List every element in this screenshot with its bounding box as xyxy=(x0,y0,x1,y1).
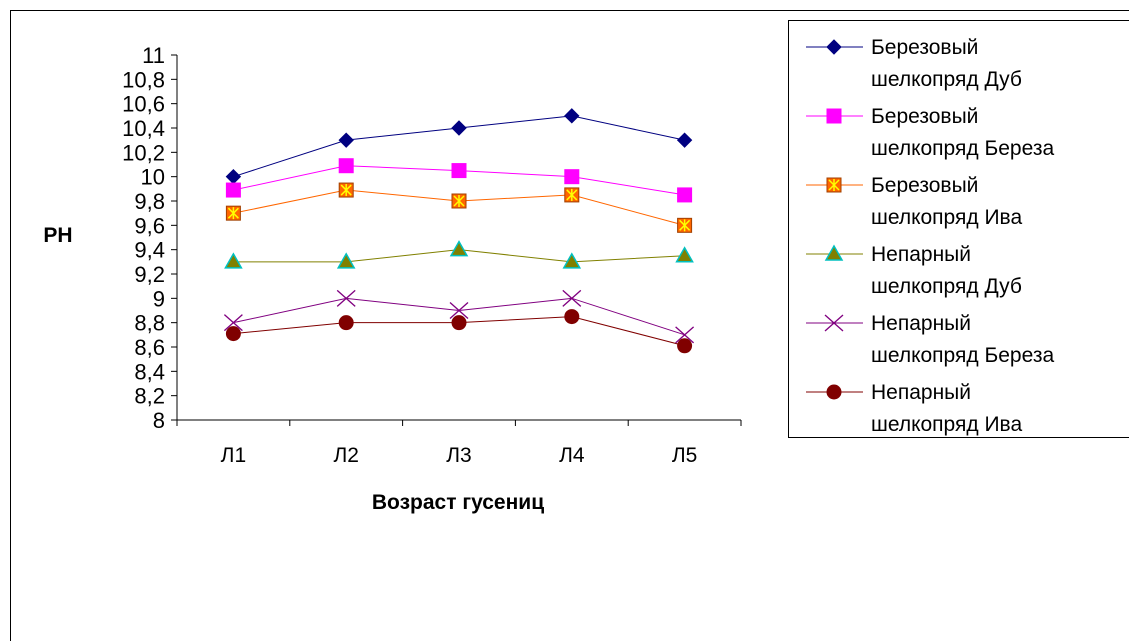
legend-marker xyxy=(826,39,842,55)
y-tick-label: 9,2 xyxy=(134,262,165,287)
legend-marker xyxy=(826,177,842,193)
y-tick-label: 9,8 xyxy=(134,189,165,214)
data-point xyxy=(338,132,354,148)
data-point xyxy=(564,108,580,124)
legend-label-line1: Непарный xyxy=(871,312,971,335)
data-point xyxy=(564,187,580,203)
x-tick-label: Л1 xyxy=(221,444,246,467)
data-point xyxy=(224,252,243,269)
data-point xyxy=(225,326,241,342)
legend-item: Непарный шелкопряд Дуб xyxy=(806,243,1022,298)
y-tick-label: 9 xyxy=(153,286,165,311)
series-5 xyxy=(223,289,695,344)
legend-label-line1: Березовый xyxy=(871,174,978,197)
y-tick-label: 8,2 xyxy=(134,384,165,409)
y-tick-label: 10,4 xyxy=(122,116,165,141)
y-axis-title: PH xyxy=(43,224,72,247)
y-tick-label: 10,2 xyxy=(122,140,165,165)
data-point xyxy=(564,309,580,325)
y-tick-label: 10 xyxy=(141,165,165,190)
legend-marker xyxy=(824,314,844,332)
data-point xyxy=(451,163,467,179)
legend-marker xyxy=(826,108,842,124)
data-point xyxy=(223,314,243,332)
y-tick-label: 9,6 xyxy=(134,213,165,238)
legend-item: Березовый шелкопряд Ива xyxy=(806,174,1022,229)
y-tick-label: 8 xyxy=(153,408,165,433)
legend-label-line1: Березовый xyxy=(871,36,978,59)
data-point xyxy=(336,289,356,307)
legend-label-line2: шелкопряд Береза xyxy=(871,344,1054,367)
series-6 xyxy=(225,309,693,354)
y-tick-label: 8,4 xyxy=(134,359,165,384)
legend-label-line1: Березовый xyxy=(871,105,978,128)
data-point xyxy=(562,289,582,307)
data-point xyxy=(451,193,467,209)
data-point xyxy=(676,132,693,148)
data-point xyxy=(677,217,693,233)
x-tick-label: Л4 xyxy=(559,444,585,467)
data-point xyxy=(338,182,354,198)
x-tick-label: Л3 xyxy=(446,444,471,467)
data-point xyxy=(338,315,354,331)
legend-item: Березовый шелкопряд Береза xyxy=(806,105,1054,160)
data-point xyxy=(451,315,467,331)
legend-item: Непарный шелкопряд Береза xyxy=(806,312,1054,367)
data-point xyxy=(675,326,695,344)
legend-marker xyxy=(824,244,844,261)
series-layer xyxy=(223,108,695,354)
data-point xyxy=(449,240,469,257)
data-point xyxy=(562,252,582,269)
data-point xyxy=(675,246,694,263)
y-tick-label: 8,6 xyxy=(134,335,165,360)
y-tick-label: 8,8 xyxy=(134,311,165,336)
data-point xyxy=(225,205,241,221)
axes: 88,28,48,68,899,29,49,69,81010,210,410,6… xyxy=(122,43,742,467)
data-point xyxy=(677,187,693,203)
legend-label-line1: Непарный xyxy=(871,243,971,266)
series-4 xyxy=(224,240,694,269)
legend-label-line2: шелкопряд Дуб xyxy=(871,275,1022,298)
legend-label-line2: шелкопряд Ива xyxy=(871,413,1022,436)
x-tick-label: Л5 xyxy=(672,444,697,467)
series-1 xyxy=(225,108,693,185)
series-3 xyxy=(225,182,693,233)
data-point xyxy=(449,302,469,319)
legend-label-line1: Непарный xyxy=(871,381,971,404)
y-tick-label: 10,8 xyxy=(122,67,165,92)
data-point xyxy=(336,252,356,269)
data-point xyxy=(564,169,580,185)
x-axis-title: Возраст гусениц xyxy=(372,491,544,514)
legend-box xyxy=(788,20,1129,438)
y-tick-label: 11 xyxy=(142,43,165,68)
data-point xyxy=(225,182,241,198)
y-tick-label: 10,6 xyxy=(122,92,165,117)
data-point xyxy=(677,338,693,354)
y-tick-label: 9,4 xyxy=(134,238,165,263)
legend-label-line2: шелкопряд Ива xyxy=(871,206,1022,229)
x-tick-label: Л2 xyxy=(333,444,358,467)
series-2 xyxy=(225,158,693,203)
legend-marker xyxy=(826,384,842,400)
legend-label-line2: шелкопряд Береза xyxy=(871,137,1054,160)
legend-item: Березовый шелкопряд Дуб xyxy=(806,36,1022,91)
legend-item: Непарный шелкопряд Ива xyxy=(806,381,1022,436)
legend-label-line2: шелкопряд Дуб xyxy=(871,68,1022,91)
data-point xyxy=(451,120,467,136)
legend: Березовый шелкопряд Дуб Березовый шелкопряд… xyxy=(788,20,1129,438)
data-point xyxy=(338,158,354,174)
